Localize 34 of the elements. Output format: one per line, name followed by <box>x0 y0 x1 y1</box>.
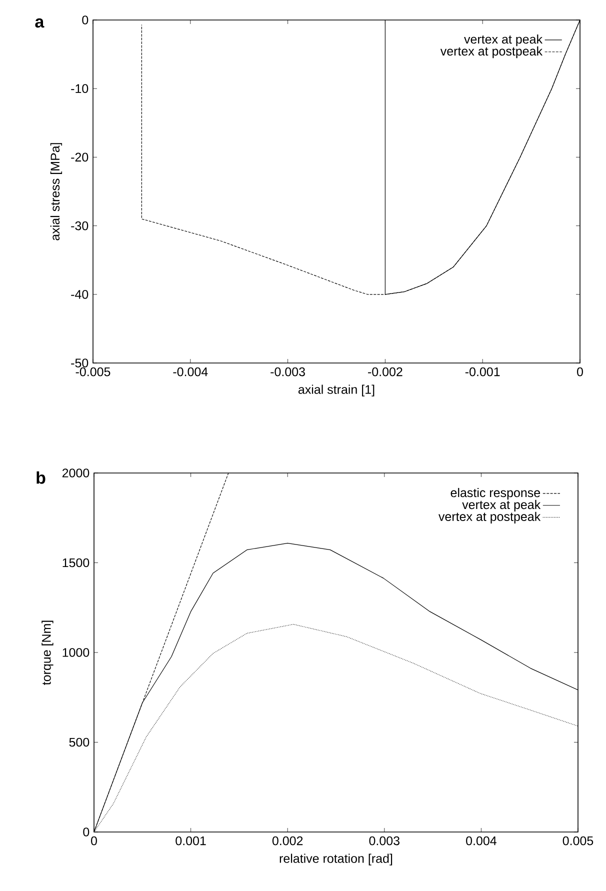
legend-label: vertex at peak <box>464 34 543 46</box>
y-tick-label: 1000 <box>62 648 90 657</box>
y-axis-title: torque [Nm] <box>42 620 54 685</box>
y-tick-label: -30 <box>71 221 88 230</box>
x-tick-label: -0.001 <box>465 367 500 376</box>
x-tick-label: 0 <box>577 367 583 376</box>
y-tick-label: 500 <box>69 738 90 747</box>
legend-label: vertex at postpeak <box>438 512 541 524</box>
x-tick-label: 0 <box>91 836 97 846</box>
chart-title: b <box>36 471 46 484</box>
x-tick-label: -0.002 <box>368 367 402 376</box>
y-tick-label: -40 <box>71 290 88 299</box>
y-tick-label: 0 <box>82 16 88 24</box>
x-tick-label: 0.004 <box>466 836 496 846</box>
x-tick-label: -0.003 <box>270 367 305 376</box>
y-tick-label: -20 <box>71 152 88 162</box>
x-axis-title: relative rotation [rad] <box>280 854 392 866</box>
x-tick-label: 0.002 <box>272 836 303 846</box>
chart-title: a <box>35 18 44 28</box>
x-axis-title: axial strain [1] <box>298 384 374 396</box>
y-tick-label: -10 <box>71 84 88 94</box>
x-tick-label: 0.003 <box>369 836 400 846</box>
x-tick-label: -0.005 <box>76 367 110 376</box>
y-tick-label: 1500 <box>62 558 90 568</box>
x-tick-label: 0.005 <box>562 836 594 846</box>
y-tick-label: 0 <box>83 828 90 836</box>
x-tick-label: -0.004 <box>173 367 208 376</box>
legend-label: elastic response <box>450 488 540 500</box>
y-tick-label: -50 <box>71 358 88 368</box>
x-tick-label: 0.001 <box>176 836 206 846</box>
y-tick-label: 2000 <box>62 468 90 478</box>
y-axis-title: axial stress [MPa] <box>50 143 62 240</box>
legend-label: vertex at postpeak <box>440 46 543 58</box>
legend-label: vertex at peak <box>462 500 541 512</box>
